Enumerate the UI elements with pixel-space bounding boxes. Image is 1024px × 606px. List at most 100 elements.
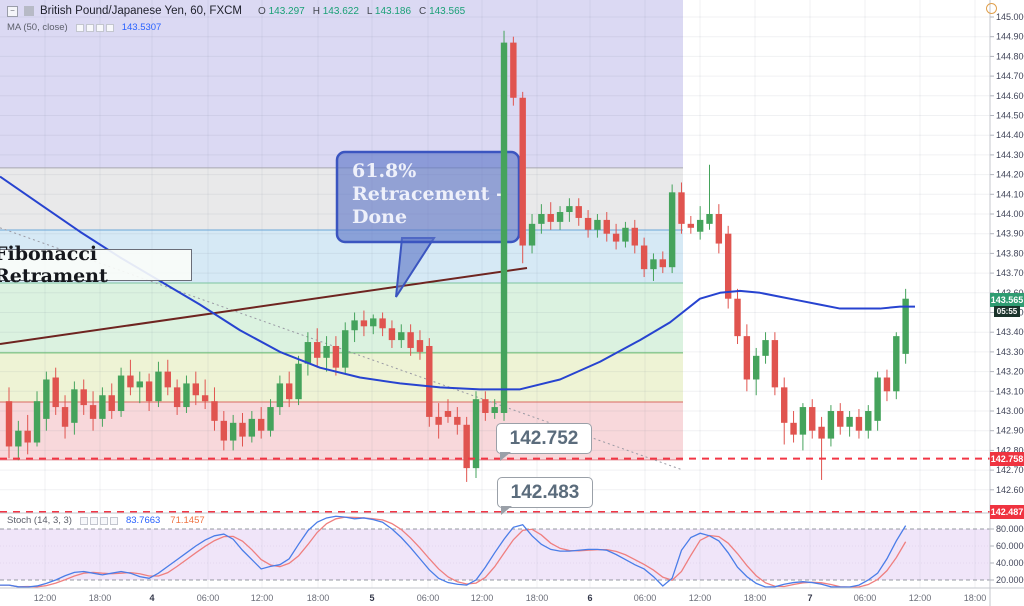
- symbol-flag-icon: [24, 6, 34, 16]
- more-icon[interactable]: [109, 516, 118, 525]
- candle-body: [696, 219, 704, 232]
- time-axis-label[interactable]: 06:00: [417, 593, 440, 603]
- candle-body: [164, 371, 171, 388]
- candle-body: [594, 219, 601, 230]
- candle-body: [435, 416, 442, 425]
- alert-price-tag-1: 142.758: [990, 452, 1024, 466]
- price-axis-label: 144.700: [996, 71, 1024, 81]
- ma-label[interactable]: MA (50, close): [7, 22, 68, 33]
- price-axis-label: 143.600: [996, 288, 1024, 298]
- ma-indicator-legend: MA (50, close) 143.5307: [7, 22, 161, 33]
- time-axis-label[interactable]: 18:00: [89, 593, 112, 603]
- price-axis-label: 144.100: [996, 189, 1024, 199]
- candle-body: [24, 430, 31, 443]
- eye-icon[interactable]: [79, 516, 88, 525]
- candle-body: [43, 379, 50, 419]
- callout-tail: [500, 452, 511, 461]
- symbol-title[interactable]: British Pound/Japanese Yen, 60, FXCM: [40, 5, 243, 17]
- candle-body: [715, 214, 723, 244]
- candle-body: [799, 407, 807, 435]
- time-axis-label[interactable]: 12:00: [471, 593, 494, 603]
- candle-body: [603, 219, 610, 234]
- stoch-axis-label: 80.0000: [996, 524, 1024, 534]
- time-axis-label[interactable]: 12:00: [689, 593, 712, 603]
- notification-circle-icon[interactable]: [986, 3, 997, 14]
- fib-band: [0, 352, 683, 402]
- candle-body: [145, 381, 153, 402]
- stoch-k-line: [0, 515, 907, 588]
- fibonacci-text-annotation[interactable]: Fibonacci Retrament: [0, 243, 192, 287]
- alert-price-tag-2: 142.487: [990, 505, 1024, 519]
- eye-icon[interactable]: [75, 23, 84, 32]
- callout-text-line: Retracement -: [352, 183, 504, 205]
- candle-body: [332, 345, 340, 368]
- candle-body: [556, 212, 564, 222]
- price-callout-142483[interactable]: 142.483: [497, 477, 593, 515]
- ohlc-values: O 143.297 H 143.622 L 143.186 C 143.565: [258, 6, 465, 17]
- time-axis-label[interactable]: 06:00: [197, 593, 220, 603]
- candle-body: [650, 259, 657, 270]
- candle-body: [790, 422, 797, 435]
- time-axis-label[interactable]: 18:00: [744, 593, 767, 603]
- candle-body: [762, 340, 769, 356]
- price-axis-label: 142.900: [996, 426, 1024, 436]
- price-axis-label: 143.300: [996, 347, 1024, 357]
- candle-body: [893, 336, 900, 392]
- price-axis-label: 143.800: [996, 248, 1024, 258]
- candle-body: [155, 371, 162, 402]
- candle-body: [631, 227, 638, 246]
- candle-body: [734, 298, 741, 337]
- time-axis-label[interactable]: 18:00: [526, 593, 549, 603]
- time-axis-label[interactable]: 4: [149, 593, 154, 603]
- stoch-label[interactable]: Stoch (14, 3, 3): [7, 515, 72, 526]
- delete-icon[interactable]: [95, 23, 104, 32]
- candle-body: [426, 345, 433, 417]
- open-value: 143.297: [268, 5, 305, 17]
- chart-legend: − British Pound/Japanese Yen, 60, FXCM O…: [7, 5, 465, 17]
- candle-body: [818, 426, 825, 439]
- candle-body: [323, 345, 330, 358]
- low-value: 143.186: [374, 5, 412, 17]
- settings-icon[interactable]: [89, 516, 98, 525]
- time-axis-label[interactable]: 18:00: [964, 593, 987, 603]
- candle-body: [781, 387, 788, 423]
- price-axis-label: 144.500: [996, 111, 1024, 121]
- price-axis-label: 144.000: [996, 209, 1024, 219]
- time-axis-label[interactable]: 5: [369, 593, 374, 603]
- time-axis-label[interactable]: 12:00: [34, 593, 57, 603]
- trend-line[interactable]: [0, 266, 528, 346]
- collapse-legend-icon[interactable]: −: [7, 5, 18, 17]
- time-axis-label[interactable]: 18:00: [307, 593, 330, 603]
- stoch-d-line: [0, 516, 907, 588]
- time-axis-label[interactable]: 06:00: [854, 593, 877, 603]
- price-axis-label: 144.800: [996, 51, 1024, 61]
- price-axis-label: 143.100: [996, 386, 1024, 396]
- price-axis-label: 144.600: [996, 91, 1024, 101]
- price-axis-label: 145.000: [996, 12, 1024, 22]
- ma50-line: [0, 175, 915, 391]
- candle-body: [295, 363, 302, 400]
- candle-body: [678, 192, 685, 224]
- candle-body: [276, 383, 284, 408]
- delete-icon[interactable]: [99, 516, 108, 525]
- candle-body: [304, 342, 312, 364]
- time-axis-label[interactable]: 6: [587, 593, 592, 603]
- candle-body: [416, 340, 424, 352]
- candle-body: [753, 355, 760, 380]
- time-axis-label[interactable]: 7: [807, 593, 812, 603]
- candle-body: [89, 405, 97, 419]
- time-axis-label[interactable]: 06:00: [634, 593, 657, 603]
- settings-icon[interactable]: [85, 23, 94, 32]
- candle-body: [724, 233, 732, 299]
- price-callout-142752[interactable]: 142.752: [496, 423, 592, 461]
- candle-body: [454, 416, 461, 425]
- retracement-callout-box[interactable]: [335, 150, 521, 244]
- price-axis-label: 143.700: [996, 268, 1024, 278]
- candle-body: [668, 192, 676, 268]
- time-axis-label[interactable]: 12:00: [251, 593, 274, 603]
- time-axis-label[interactable]: 12:00: [909, 593, 932, 603]
- candle-body: [388, 328, 396, 341]
- price-axis-label: 143.000: [996, 406, 1024, 416]
- more-icon[interactable]: [105, 23, 114, 32]
